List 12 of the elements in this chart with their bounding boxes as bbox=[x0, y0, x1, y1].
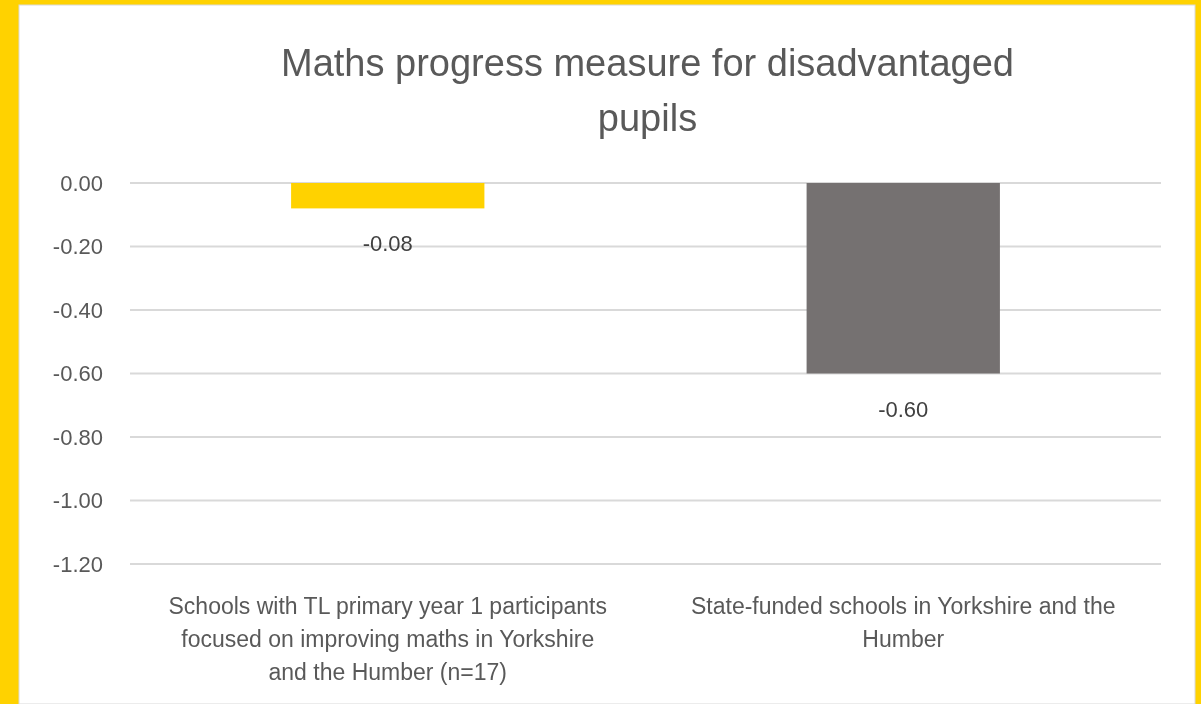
data-label: -0.60 bbox=[878, 396, 929, 422]
y-tick-label: 0.00 bbox=[60, 170, 103, 196]
y-tick-label: -0.20 bbox=[52, 234, 103, 260]
y-tick-label: -0.40 bbox=[52, 297, 103, 323]
x-tick-label: State-funded schools in Yorkshire and the Humber bbox=[690, 593, 1116, 652]
y-tick-label: -1.00 bbox=[52, 488, 103, 514]
chart-title: Maths progress measure for disadvantaged pupils bbox=[281, 42, 1014, 139]
y-tick-label: -0.80 bbox=[52, 424, 103, 450]
x-tick-label: Schools with TL primary year 1 participants focused on improving maths in Yorkshire and the Humber (n=17) bbox=[168, 593, 607, 685]
y-tick-label: -1.20 bbox=[52, 551, 103, 577]
y-tick-label: -0.60 bbox=[52, 361, 103, 387]
data-label: -0.08 bbox=[362, 231, 413, 257]
